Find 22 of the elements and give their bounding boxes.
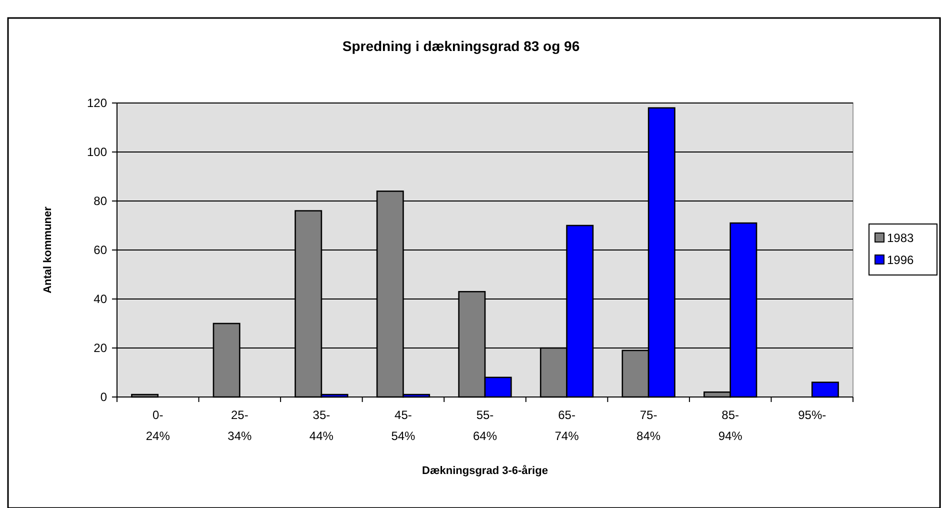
y-tick-label: 80: [94, 194, 108, 208]
y-tick-label: 60: [94, 243, 108, 257]
y-tick-label: 100: [86, 145, 108, 159]
x-tick-label: 55- 64%: [472, 408, 498, 443]
x-tick-label: 75- 84%: [636, 408, 661, 443]
legend-label: 1983: [887, 231, 914, 245]
y-tick-label: 40: [94, 292, 108, 306]
x-tick-label: 85- 94%: [718, 408, 743, 443]
x-tick-label: 45- 54%: [391, 408, 416, 443]
x-tick-label: 25- 34%: [228, 408, 252, 443]
y-tick-label: 20: [94, 341, 108, 355]
chart-title: Spredning i dækningsgrad 83 og 96: [342, 38, 580, 54]
y-tick-label: 120: [86, 96, 108, 110]
y-tick-label: 0: [100, 390, 108, 404]
x-tick-label: 35- 44%: [309, 408, 334, 443]
x-tick-label: 65- 74%: [554, 408, 580, 443]
x-tick-label: 95%-: [798, 408, 826, 422]
x-tick-label: 0- 24%: [146, 408, 170, 443]
y-axis-title: Antal kommuner: [42, 206, 54, 294]
legend-label: 1996: [887, 253, 914, 267]
x-axis-title: Dækningsgrad 3-6-årige: [422, 464, 548, 477]
bar: [811, 382, 839, 398]
